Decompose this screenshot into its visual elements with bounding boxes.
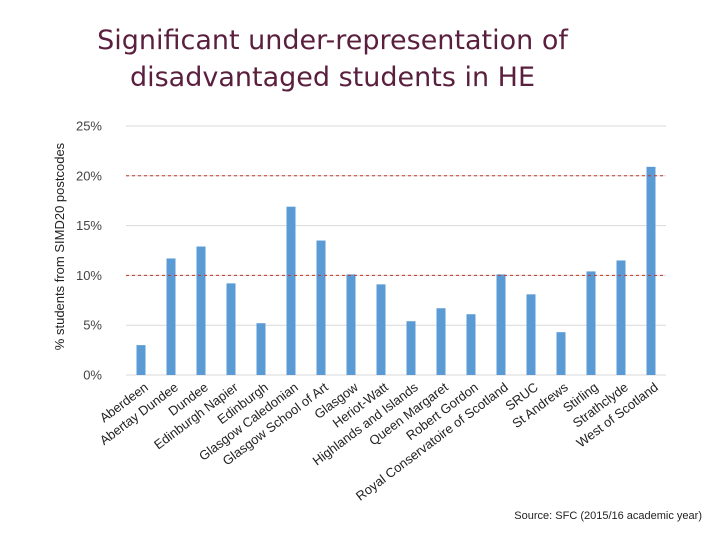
bar bbox=[496, 274, 506, 375]
source-note: Source: SFC (2015/16 academic year) bbox=[514, 510, 702, 522]
bar bbox=[466, 314, 476, 375]
bar bbox=[226, 283, 236, 375]
bar bbox=[256, 323, 266, 375]
chart-title: Significant under-representation of disa… bbox=[0, 22, 665, 96]
bar bbox=[136, 345, 146, 375]
bar bbox=[166, 258, 176, 375]
bar bbox=[436, 308, 446, 375]
bar bbox=[286, 206, 296, 375]
bar bbox=[196, 246, 206, 375]
title-line-2: disadvantaged students in HE bbox=[129, 62, 536, 93]
bar bbox=[346, 274, 356, 375]
bar bbox=[316, 240, 326, 375]
bar bbox=[406, 321, 416, 375]
bar bbox=[376, 284, 386, 375]
y-tick-label: 5% bbox=[83, 318, 102, 333]
y-tick-label: 10% bbox=[76, 268, 102, 283]
y-tick-label: 15% bbox=[76, 218, 102, 233]
y-tick-label: 0% bbox=[83, 368, 102, 383]
y-tick-label: 25% bbox=[76, 119, 102, 134]
y-axis-label: % students from SIMD20 postcodes bbox=[52, 142, 67, 350]
bar bbox=[586, 271, 596, 375]
bar bbox=[616, 260, 626, 375]
title-line-1: Significant under-representation of bbox=[97, 25, 568, 56]
bar bbox=[526, 294, 536, 375]
bar bbox=[646, 166, 656, 375]
y-tick-label: 20% bbox=[76, 168, 102, 183]
bar bbox=[556, 332, 566, 375]
